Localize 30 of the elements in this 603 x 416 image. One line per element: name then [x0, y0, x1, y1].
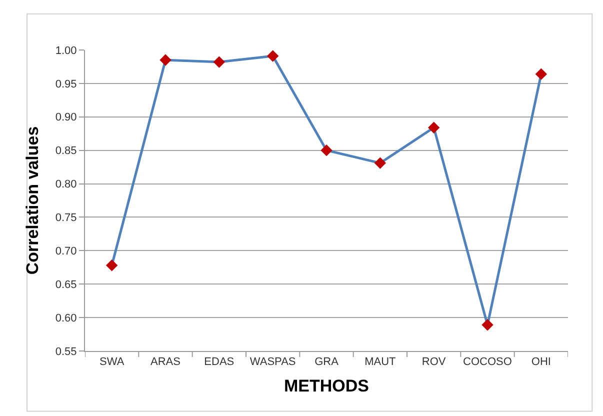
y-tick-label: 0.60: [55, 312, 77, 324]
y-tick-label: 0.75: [55, 212, 77, 224]
x-tick-label: ARAS: [150, 356, 180, 368]
point: [106, 260, 118, 272]
point: [482, 319, 494, 331]
y-tick-label: 0.70: [55, 246, 77, 258]
y-tick-label: 0.90: [55, 112, 77, 124]
x-tick-label: EDAS: [204, 356, 234, 368]
point: [266, 50, 279, 62]
x-tick-label: SWA: [100, 356, 125, 368]
x-tick-label: GRA: [314, 356, 340, 368]
point: [160, 54, 172, 66]
y-tick-label: 0.95: [55, 78, 77, 90]
x-tick-label: COCOSO: [463, 356, 512, 368]
y-tick-label: 0.85: [55, 145, 77, 158]
x-axis-title: METHODS: [284, 376, 369, 396]
y-tick-label: 0.65: [55, 278, 77, 291]
point: [374, 157, 386, 169]
point: [320, 144, 332, 156]
point: [535, 68, 548, 80]
point: [428, 122, 440, 134]
y-tick-label: 1.00: [55, 44, 77, 57]
x-tick-label: MAUT: [364, 356, 396, 368]
x-tick-label: ROV: [422, 356, 446, 368]
y-tick-label: 0.80: [55, 178, 77, 191]
y-tick-label: 0.55: [55, 346, 77, 358]
x-tick-label: OHI: [531, 356, 551, 368]
point: [213, 56, 226, 68]
x-tick-label: WASPAS: [250, 356, 296, 368]
y-axis-title: Correlation values: [22, 126, 42, 275]
